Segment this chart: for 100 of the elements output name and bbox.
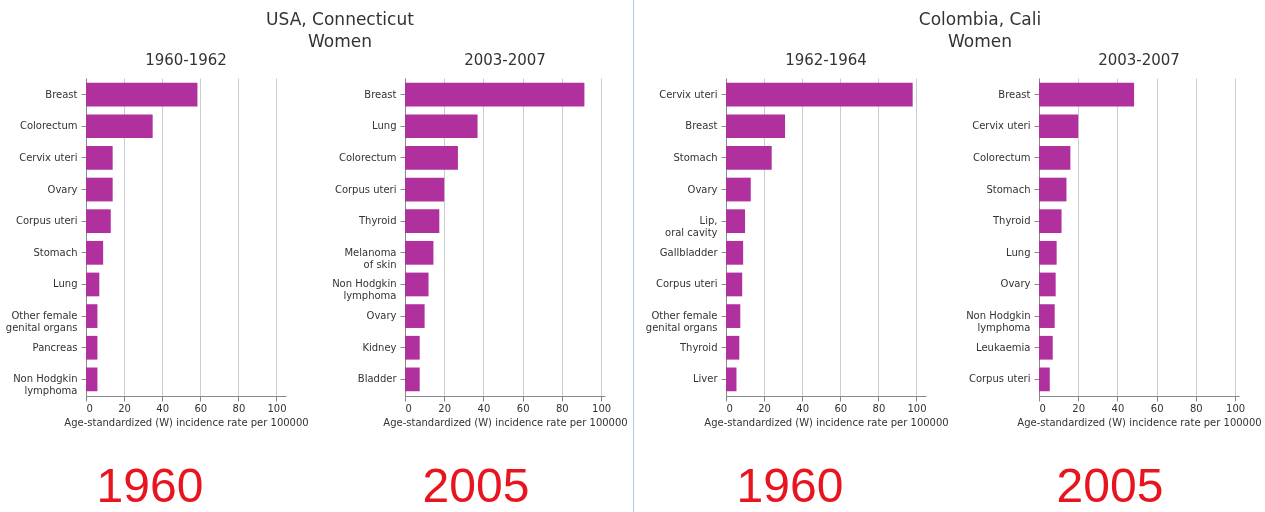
x-tick-label: 20 [118, 402, 131, 414]
y-tick-label: Corpus uteri [334, 183, 397, 195]
text: 1960 [735, 458, 845, 512]
y-tick-label: Thyroid [679, 341, 718, 353]
bar [86, 367, 98, 392]
x-tick-label: 0 [86, 402, 93, 414]
x-axis-title: Age-standardized (W) incidence rate per 100000 [64, 416, 309, 428]
chart-title: 1960-1962 [145, 51, 227, 69]
y-tick-label: Colorectum [338, 151, 397, 163]
text: Colombia, Cali Women [917, 8, 1043, 52]
bar [1039, 240, 1057, 265]
text: USA, Connecticut Women [265, 8, 415, 52]
bar [1039, 335, 1053, 360]
x-axis-title: Age-standardized (W) incidence rate per 100000 [704, 416, 949, 428]
bar [86, 335, 98, 360]
x-tick-label: 80 [872, 402, 886, 414]
bar [1039, 82, 1135, 107]
x-tick-label: 60 [516, 402, 530, 414]
chart-title: 2003-2007 [1098, 51, 1180, 69]
bar [1039, 209, 1062, 234]
y-tick-label: Colorectum [972, 151, 1031, 163]
y-tick-label: Stomach [673, 151, 718, 163]
bar [726, 114, 786, 139]
y-tick-label: Ovary [47, 183, 78, 195]
x-tick-label: 60 [194, 402, 208, 414]
bar [1039, 146, 1071, 170]
x-tick-label: 40 [1111, 402, 1125, 414]
x-tick-label: 100 [267, 402, 287, 414]
x-tick-label: 40 [796, 402, 810, 414]
bar [405, 367, 420, 392]
x-axis-title: Age-standardized (W) incidence rate per 100000 [383, 416, 628, 428]
y-tick-label: Cervix uteri [972, 120, 1031, 132]
y-tick-label: Non Hodgkin lymphoma [966, 310, 1031, 334]
y-tick-label: Lung [372, 120, 397, 132]
bar [405, 114, 478, 139]
x-axis-title: Age-standardized (W) incidence rate per 100000 [1017, 416, 1262, 428]
bar [86, 209, 111, 234]
bar [86, 146, 113, 170]
bar [726, 335, 740, 360]
y-tick-label: Other female genital organs [645, 310, 718, 334]
y-tick-label: Thyroid [358, 215, 397, 227]
y-tick-label: Breast [685, 120, 718, 132]
bar [405, 209, 440, 234]
y-tick-label: Cervix uteri [19, 151, 78, 163]
y-tick-label: Non Hodgkin lymphoma [332, 278, 397, 302]
y-tick-label: Corpus uteri [655, 278, 718, 290]
bar [86, 114, 153, 139]
y-tick-label: Ovary [366, 310, 397, 322]
y-tick-label: Leukaemia [976, 341, 1031, 353]
y-tick-label: Breast [45, 88, 78, 100]
bar [405, 82, 585, 107]
x-tick-label: 0 [726, 402, 733, 414]
y-tick-label: Non Hodgkin lymphoma [13, 373, 78, 397]
bar [726, 272, 743, 297]
y-tick-label: Breast [998, 88, 1031, 100]
y-tick-label: Bladder [357, 373, 398, 385]
bar [86, 272, 100, 297]
bar [726, 240, 744, 265]
x-tick-label: 20 [758, 402, 771, 414]
y-tick-label: Colorectum [19, 120, 78, 132]
bar [86, 304, 98, 328]
x-tick-label: 100 [1226, 402, 1246, 414]
y-tick-label: Thyroid [992, 215, 1031, 227]
y-tick-label: Lip, oral cavity [665, 215, 718, 239]
y-tick-label: Breast [364, 88, 397, 100]
y-tick-label: Kidney [362, 341, 397, 353]
bar [726, 177, 751, 202]
y-tick-label: Ovary [1000, 278, 1031, 290]
x-tick-label: 100 [592, 402, 612, 414]
text: 2005 [1055, 458, 1165, 512]
bar [86, 177, 113, 202]
text: 2005 [421, 458, 531, 512]
bar [726, 304, 741, 328]
bar [1039, 177, 1067, 202]
bar [726, 82, 913, 107]
bar [1039, 114, 1079, 139]
y-tick-label: Liver [692, 373, 719, 385]
bar [1039, 272, 1056, 297]
x-tick-label: 100 [907, 402, 927, 414]
bar [405, 335, 420, 360]
y-tick-label: Stomach [986, 183, 1031, 195]
y-tick-label: Stomach [33, 246, 78, 258]
y-tick-label: Corpus uteri [15, 215, 78, 227]
y-tick-label: Cervix uteri [659, 88, 718, 100]
bar [405, 146, 458, 170]
x-tick-label: 80 [1190, 402, 1203, 414]
x-tick-label: 40 [477, 402, 491, 414]
chart-title: 2003-2007 [464, 51, 546, 69]
bar [1039, 367, 1050, 392]
chart-title: 1962-1964 [785, 51, 867, 69]
bar [1039, 304, 1055, 328]
y-tick-label: Lung [1006, 246, 1031, 258]
bar [405, 304, 425, 328]
x-tick-label: 60 [834, 402, 848, 414]
bar [86, 82, 198, 107]
bar [726, 146, 772, 170]
bar [405, 240, 434, 265]
x-tick-label: 0 [405, 402, 412, 414]
x-tick-label: 20 [1072, 402, 1086, 414]
y-tick-label: Other female genital organs [5, 310, 78, 334]
